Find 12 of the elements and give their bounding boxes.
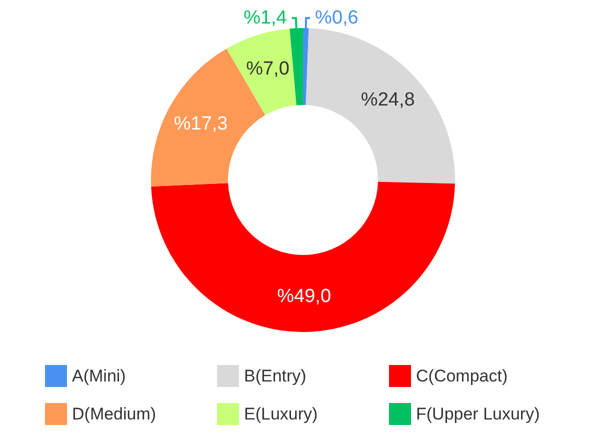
data-label: %49,0 — [277, 286, 332, 307]
data-label: %7,0 — [246, 58, 290, 80]
data-label: %17,3 — [174, 114, 228, 135]
data-label: %1,4 — [244, 8, 288, 29]
legend-label: A(Mini) — [72, 366, 126, 386]
legend-label: B(Entry) — [244, 366, 306, 386]
data-label: %0,6 — [315, 8, 358, 29]
legend-label: F(Upper Luxury) — [416, 404, 540, 424]
legend-label: E(Luxury) — [244, 404, 318, 424]
legend-label: D(Medium) — [72, 404, 156, 424]
legend-label: C(Compact) — [416, 366, 508, 386]
data-label: %24,8 — [360, 90, 415, 111]
